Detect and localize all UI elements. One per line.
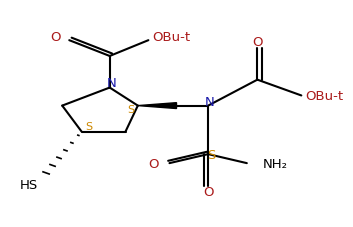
Text: O: O xyxy=(252,36,263,49)
Text: S: S xyxy=(207,149,215,162)
Text: S: S xyxy=(85,123,92,133)
Text: OBu-t: OBu-t xyxy=(152,31,190,44)
Text: O: O xyxy=(50,31,60,44)
Text: O: O xyxy=(148,158,159,171)
Text: NH₂: NH₂ xyxy=(263,158,288,171)
Text: N: N xyxy=(107,76,116,89)
Text: S: S xyxy=(127,105,134,115)
Polygon shape xyxy=(138,103,176,109)
Text: HS: HS xyxy=(20,179,38,192)
Text: O: O xyxy=(203,186,214,199)
Text: N: N xyxy=(205,96,215,109)
Text: OBu-t: OBu-t xyxy=(305,90,343,103)
